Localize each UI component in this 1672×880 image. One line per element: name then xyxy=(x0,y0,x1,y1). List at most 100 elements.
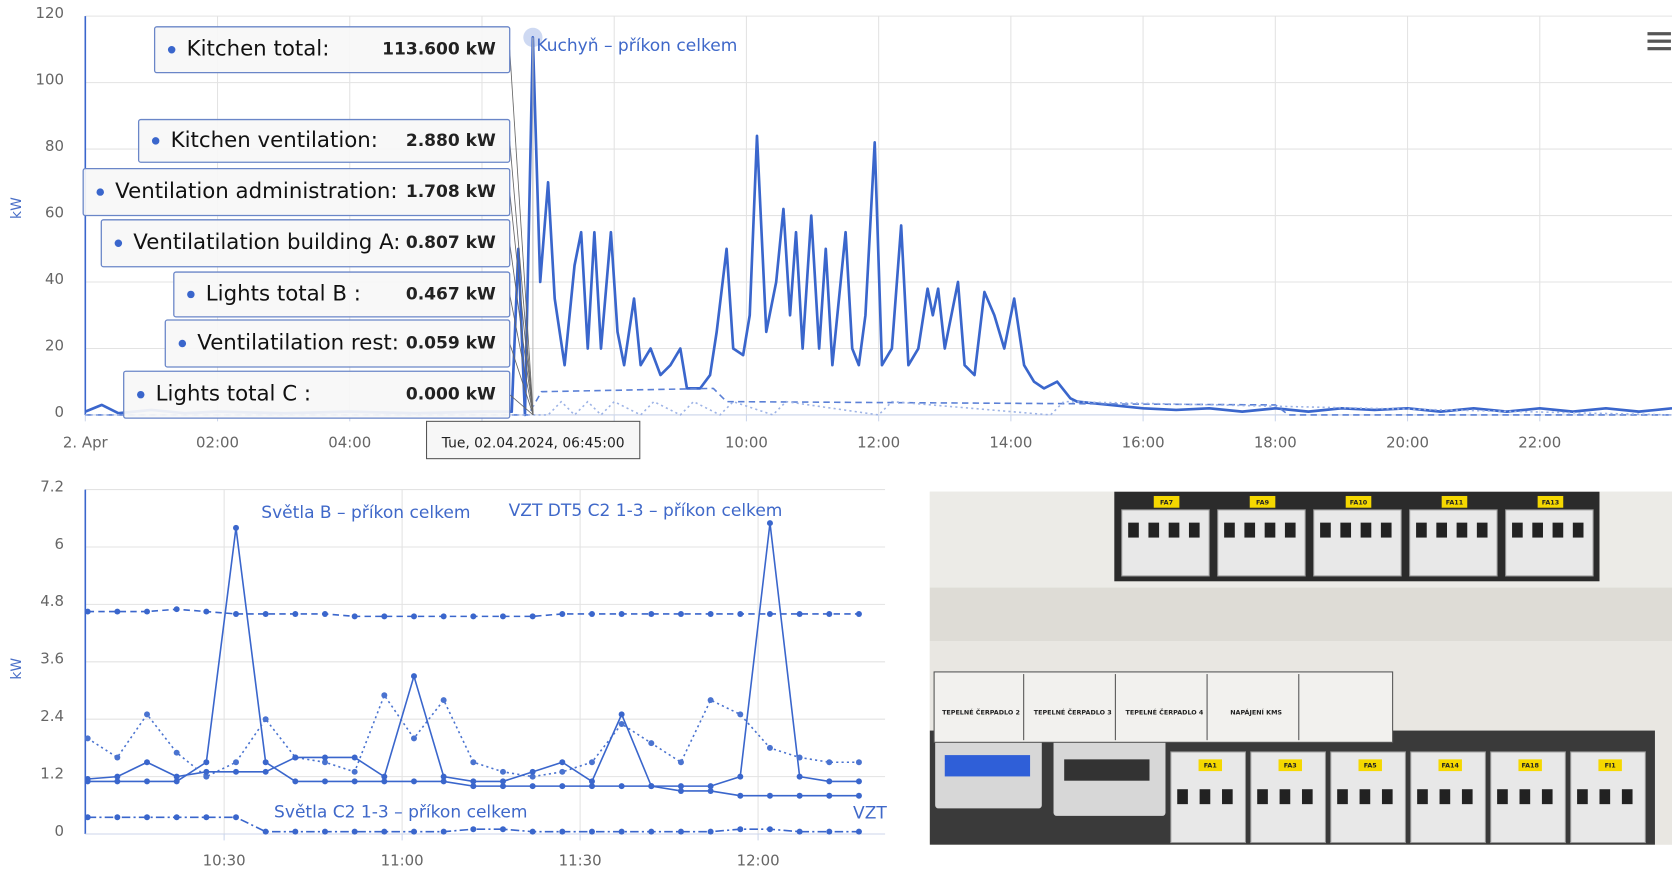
point-marker xyxy=(618,720,625,727)
point-marker xyxy=(203,773,210,780)
point-marker xyxy=(677,787,684,794)
tooltip-box xyxy=(173,271,511,318)
breaker-tag-label: FA11 xyxy=(1446,498,1463,506)
y-axis-title: kW xyxy=(9,658,25,680)
point-marker xyxy=(173,814,180,821)
meter-display xyxy=(944,755,1031,777)
point-marker xyxy=(262,759,269,766)
tooltip-value: 0.059 kW xyxy=(406,333,496,353)
point-marker xyxy=(737,610,744,617)
point-marker xyxy=(737,792,744,799)
point-marker xyxy=(114,814,121,821)
series-line xyxy=(85,387,1672,416)
point-marker xyxy=(855,792,862,799)
breaker-toggle xyxy=(1264,522,1276,538)
y-tick-label: 60 xyxy=(45,203,64,221)
point-marker xyxy=(470,759,477,766)
breaker-toggle xyxy=(1476,522,1488,538)
menu-bar xyxy=(1647,39,1671,43)
point-marker xyxy=(855,828,862,835)
point-marker xyxy=(737,773,744,780)
point-marker xyxy=(351,768,358,775)
breaker-toggle xyxy=(1360,522,1372,538)
point-marker xyxy=(470,778,477,785)
breaker-tag xyxy=(1441,495,1468,508)
point-marker xyxy=(410,735,417,742)
breaker-toggle xyxy=(1621,789,1633,805)
point-marker xyxy=(796,773,803,780)
x-tick-label: 12:00 xyxy=(857,434,900,452)
x-tick-label: 18:00 xyxy=(1254,434,1297,452)
tooltip-value: 0.807 kW xyxy=(406,233,496,253)
breaker-tag xyxy=(1598,759,1622,772)
series-line xyxy=(87,522,859,787)
breaker-tag xyxy=(1358,759,1382,772)
point-marker xyxy=(351,828,358,835)
breaker-tag xyxy=(1153,495,1180,508)
series-label: Světla B – příkon celkem xyxy=(261,503,470,523)
point-marker xyxy=(707,783,714,790)
tooltip-dot xyxy=(178,339,187,348)
point-marker xyxy=(322,778,328,785)
point-marker xyxy=(470,783,477,790)
breaker xyxy=(1409,509,1498,577)
point-marker xyxy=(796,792,803,799)
breaker-toggle xyxy=(1541,789,1553,805)
tooltip-value: 113.600 kW xyxy=(382,40,496,60)
breaker-toggle xyxy=(1572,522,1584,538)
tooltip-dot xyxy=(151,137,160,145)
point-marker xyxy=(618,828,625,835)
point-marker xyxy=(381,773,388,780)
point-marker xyxy=(737,826,744,833)
tooltip-connector xyxy=(509,394,534,416)
point-marker xyxy=(648,740,655,747)
point-marker xyxy=(144,608,150,615)
tooltip-dot xyxy=(187,290,195,299)
breaker-tag-label: FA9 xyxy=(1256,498,1270,506)
point-marker xyxy=(203,768,210,775)
tooltip-name: Ventilatilation building A: xyxy=(133,230,400,255)
point-marker xyxy=(826,828,833,835)
point-marker xyxy=(796,754,803,761)
point-marker xyxy=(766,610,773,617)
point-marker xyxy=(499,613,506,620)
breaker-toggle xyxy=(1199,789,1211,805)
breaker-toggle xyxy=(1257,789,1268,805)
breaker-toggle xyxy=(1337,789,1348,805)
breaker-toggle xyxy=(1381,789,1393,805)
point-marker xyxy=(529,768,536,775)
breaker xyxy=(1313,509,1402,577)
point-marker xyxy=(381,692,388,699)
breaker-toggle xyxy=(1222,789,1233,805)
breaker-tag-label: FA5 xyxy=(1364,762,1377,770)
point-marker xyxy=(440,778,447,785)
breaker xyxy=(1217,509,1306,577)
breaker-toggle xyxy=(1128,522,1139,538)
breaker-toggle xyxy=(1519,789,1531,805)
tooltip-connector xyxy=(509,294,534,416)
point-marker xyxy=(173,778,180,785)
breaker-tag xyxy=(1345,495,1372,508)
point-marker xyxy=(470,826,477,833)
breaker-toggle xyxy=(1436,522,1448,538)
point-marker xyxy=(440,828,447,835)
series-line xyxy=(85,400,1672,416)
tooltip-value: 1.708 kW xyxy=(406,182,496,202)
x-tick-label: 10:30 xyxy=(203,852,246,870)
point-marker xyxy=(144,778,150,785)
menu-icon[interactable] xyxy=(1647,32,1671,51)
point-marker xyxy=(499,778,506,785)
tooltip-name: Ventilation administration: xyxy=(115,179,397,204)
panel-label: TEPELNÉ ČERPADLO 4 xyxy=(1125,707,1203,716)
x-tick-label: 02:00 xyxy=(196,434,239,452)
panel-label: TEPELNÉ ČERPADLO 2 xyxy=(942,707,1020,716)
point-marker xyxy=(559,783,566,790)
tooltip-name: Lights total C : xyxy=(156,382,311,407)
point-marker xyxy=(351,778,358,785)
y-tick-label: 0 xyxy=(54,403,63,421)
point-marker xyxy=(499,783,506,790)
breaker-tag-label: FA1 xyxy=(1204,762,1217,770)
point-marker xyxy=(440,613,447,620)
point-marker xyxy=(618,711,625,718)
